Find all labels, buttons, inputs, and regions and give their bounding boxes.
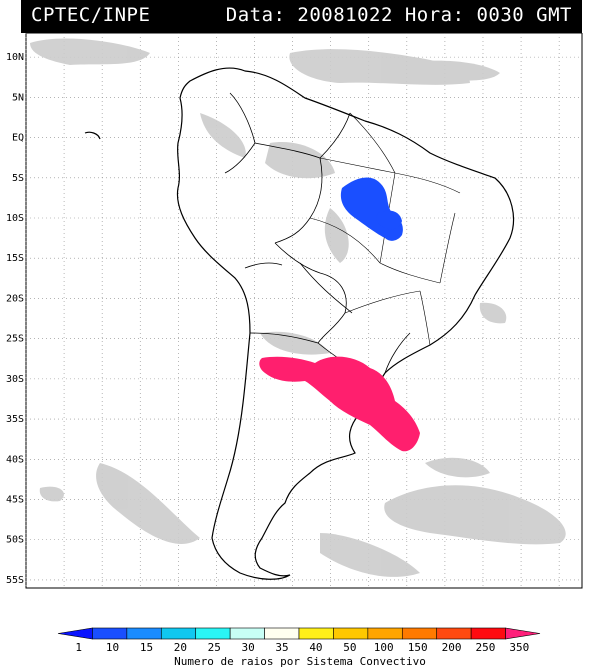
lat-tick-label: 40S <box>6 454 24 465</box>
colorbar: 1 10 15 20 25 30 35 40 50 100 150 200 250 350 <box>57 627 541 654</box>
lat-tick-label: 10N <box>6 52 24 63</box>
colorbar-tick-label: 30 <box>242 641 255 654</box>
lat-tick-label: EQ <box>12 133 24 144</box>
colorbar-segment <box>57 627 93 640</box>
colorbar-segment <box>160 627 197 640</box>
lightning-map: 10N5NEQ5S10S15S20S25S30S35S40S45S50S55S1… <box>6 33 583 589</box>
lat-tick-label: 5N <box>12 92 24 103</box>
colorbar-segment <box>195 627 231 640</box>
colorbar-segment <box>229 627 265 640</box>
colorbar-segment <box>470 627 506 640</box>
lat-tick-label: 45S <box>6 495 24 506</box>
lat-tick-label: 30S <box>6 374 24 385</box>
header-source: CPTEC/INPE <box>31 4 151 26</box>
colorbar-segment <box>333 627 369 640</box>
state-borders <box>309 112 461 346</box>
colorbar-caption: Numero de raios por Sistema Convectivo <box>174 655 426 668</box>
header-datetime: Data: 20081022 Hora: 0030 GMT <box>225 4 572 26</box>
colorbar-tick-label: 100 <box>374 641 394 654</box>
colorbar-segment <box>264 627 300 640</box>
colorbar-segment <box>126 627 162 640</box>
map-header: CPTEC/INPE Data: 20081022 Hora: 0030 GMT <box>21 0 582 33</box>
colorbar-segment <box>505 627 541 640</box>
cloud-cover-layer <box>30 38 566 577</box>
colorbar-segment <box>367 627 403 640</box>
graticule <box>25 33 582 588</box>
convective-system-blue-2 <box>376 210 402 230</box>
colorbar-segment <box>92 627 128 640</box>
colorbar-tick-label: 35 <box>275 641 288 654</box>
lat-tick-label: 15S <box>6 253 24 264</box>
colorbar-tick-label: 40 <box>309 641 322 654</box>
lat-tick-label: 55S <box>6 575 24 586</box>
lat-tick-label: 35S <box>6 414 24 425</box>
continent-outline <box>84 67 515 580</box>
colorbar-tick-label: 20 <box>174 641 187 654</box>
lat-tick-label: 50S <box>6 535 24 546</box>
colorbar-segment <box>436 627 472 640</box>
colorbar-tick-label: 50 <box>343 641 356 654</box>
lat-tick-label: 5S <box>12 173 24 184</box>
colorbar-segment <box>401 627 438 640</box>
convective-system-pink <box>259 356 420 452</box>
lat-tick-label: 10S <box>6 213 24 224</box>
colorbar-segment <box>298 627 334 640</box>
colorbar-tick-label: 350 <box>509 641 529 654</box>
colorbar-tick-label: 200 <box>442 641 462 654</box>
colorbar-tick-label: 1 <box>75 641 82 654</box>
colorbar-tick-label: 150 <box>408 641 428 654</box>
colorbar-tick-label: 25 <box>208 641 221 654</box>
colorbar-tick-label: 15 <box>140 641 153 654</box>
colorbar-tick-label: 10 <box>106 641 119 654</box>
colorbar-tick-label: 250 <box>476 641 496 654</box>
lat-tick-label: 25S <box>6 334 24 345</box>
lat-tick-label: 20S <box>6 293 24 304</box>
